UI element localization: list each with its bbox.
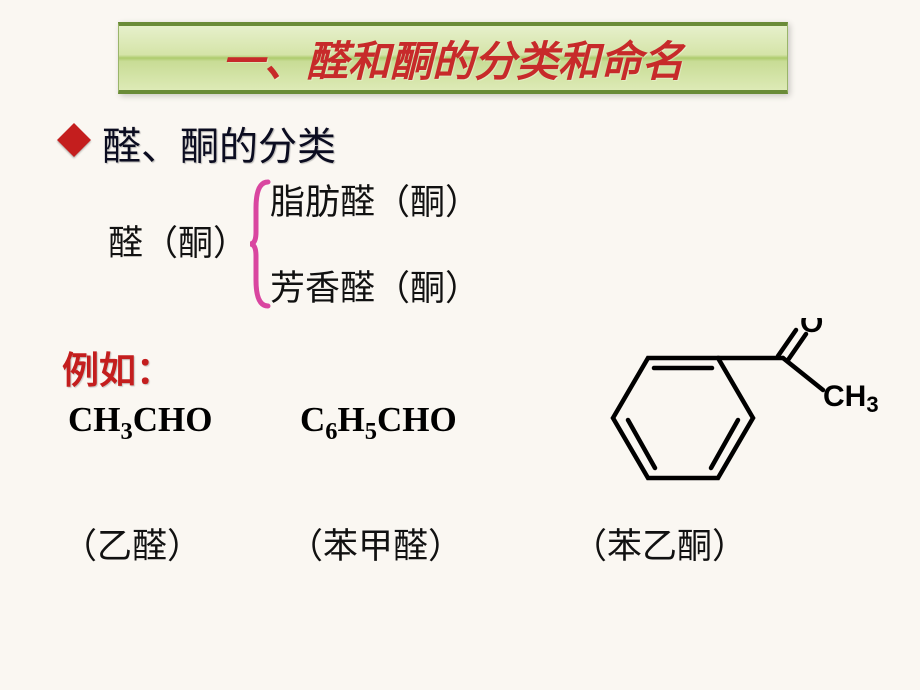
structure-acetophenone: O CH3	[578, 318, 898, 498]
slide-title: 一、醛和酮的分类和命名	[222, 28, 684, 89]
formula-sub: 6	[325, 418, 337, 445]
group-ch3: CH3	[823, 380, 879, 417]
example-label: 例如：	[62, 340, 173, 394]
section-heading: 醛、酮的分类	[102, 116, 336, 172]
diamond-bullet-icon	[57, 123, 91, 157]
formula-part: CHO	[377, 400, 457, 439]
curly-brace-icon	[248, 178, 274, 310]
formula-benzaldehyde: C6H5CHO	[300, 400, 457, 446]
formula-part: H	[338, 400, 365, 439]
formula-part: C	[300, 400, 325, 439]
formula-part: CHO	[133, 400, 213, 439]
category-aromatic: 芳香醛（酮）	[270, 260, 480, 311]
title-banner: 一、醛和酮的分类和命名	[118, 22, 788, 94]
formula-part: CH	[68, 400, 121, 439]
formula-sub: 3	[121, 418, 133, 445]
compound-name-acetaldehyde: （乙醛）	[62, 518, 202, 569]
atom-o: O	[800, 318, 823, 339]
formula-acetaldehyde: CH3CHO	[68, 400, 212, 446]
compound-name-acetophenone: （苯乙酮）	[572, 518, 747, 569]
category-root-label: 醛（酮）	[108, 215, 248, 266]
formula-sub: 5	[365, 418, 377, 445]
category-aliphatic: 脂肪醛（酮）	[270, 174, 480, 225]
compound-name-benzaldehyde: （苯甲醛）	[288, 518, 463, 569]
